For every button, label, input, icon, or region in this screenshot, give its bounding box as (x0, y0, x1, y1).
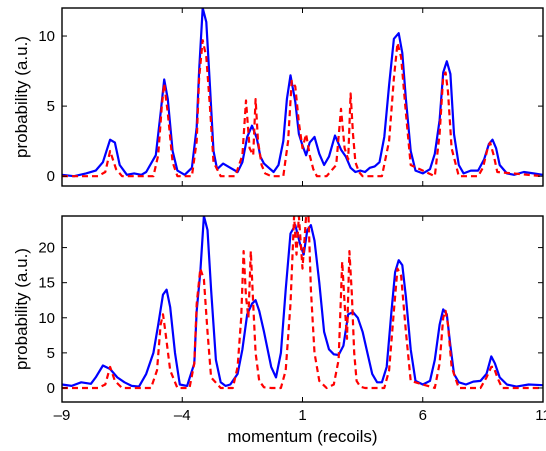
y-tick-label: 10 (38, 28, 55, 45)
x-tick-label: 1 (298, 407, 306, 424)
x-tick-label: 11 (535, 407, 546, 424)
y-tick-label: 5 (47, 98, 55, 115)
x-tick-label: 6 (419, 407, 427, 424)
x-tick-label: –4 (174, 407, 191, 424)
panel-1: 0 5 10 probability (a.u.) (12, 7, 544, 187)
y-tick-label: 0 (47, 380, 55, 397)
solid-series-line (62, 216, 543, 388)
dashed-series-line (62, 39, 543, 178)
axes-box (61, 7, 544, 187)
solid-series-line (62, 8, 543, 178)
dashed-series-line (62, 216, 543, 390)
y-tick-label: 10 (38, 310, 55, 327)
panel-2: 0 5 10 15 20 –9 –4 1 6 11 probability (a.u.) moment… (12, 215, 546, 446)
x-axis-label: momentum (recoils) (227, 427, 377, 446)
axes-box (61, 215, 544, 403)
y-axis-label: probability (a.u.) (12, 36, 31, 158)
y-tick-label: 0 (47, 168, 55, 185)
y-tick-label: 15 (38, 275, 55, 292)
y-tick-label: 5 (47, 345, 55, 362)
x-tick-label: –9 (54, 407, 71, 424)
y-axis-label: probability (a.u.) (12, 248, 31, 370)
y-tick-label: 20 (38, 240, 55, 257)
